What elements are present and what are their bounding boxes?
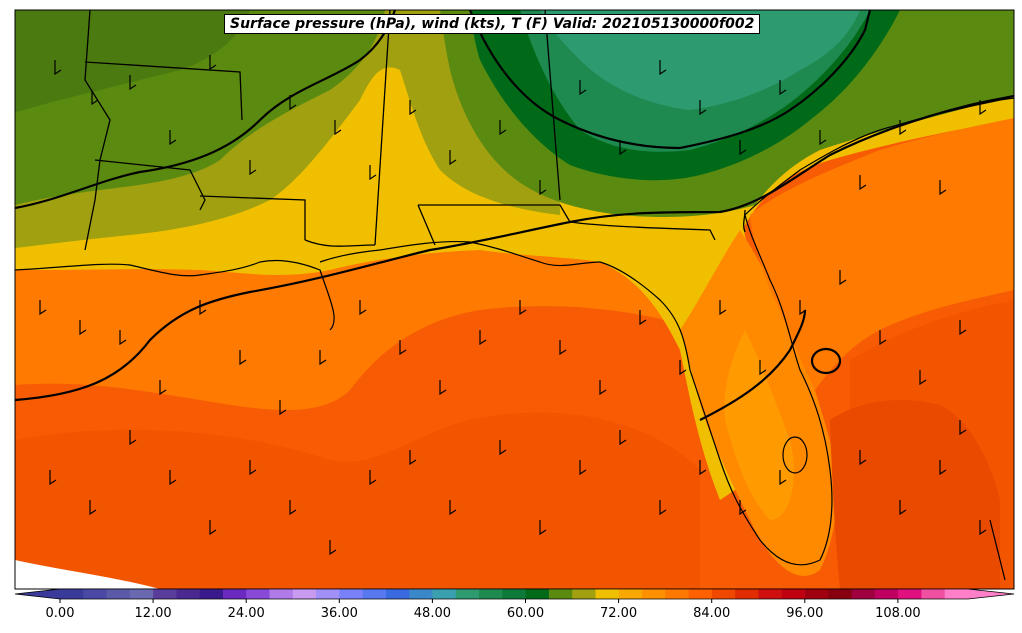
- colorbar: [14, 588, 1015, 600]
- colorbar-swatch: [595, 589, 620, 599]
- map-title: Surface pressure (hPa), wind (kts), T (F…: [224, 14, 761, 34]
- coastal-orange: [15, 249, 700, 410]
- isobars: [15, 10, 1014, 421]
- colorbar-tick-label: 96.00: [786, 606, 824, 621]
- state-borders: [84, 10, 746, 251]
- florida-interior: [724, 330, 794, 520]
- colorbar-swatch: [176, 589, 201, 599]
- colorbar-extend-low: [15, 589, 60, 599]
- colorbar-swatch: [525, 589, 550, 599]
- colorbar-swatch: [548, 589, 573, 599]
- colorbar-swatch: [339, 589, 364, 599]
- colorbar-swatch: [898, 589, 922, 599]
- colorbar-swatch: [83, 589, 108, 599]
- colorbar-swatch: [828, 589, 853, 599]
- ocean-atlantic-orange: [750, 118, 1014, 390]
- colorbar-tick-label: 0.00: [45, 606, 75, 621]
- colorbar-swatch: [246, 589, 271, 599]
- colorbar-swatch: [618, 589, 643, 599]
- colorbar-swatch: [292, 589, 317, 599]
- colorbar-swatch: [455, 589, 480, 599]
- colorbar-tick-label: 72.00: [599, 606, 638, 621]
- colorbar-swatch: [432, 589, 457, 599]
- colorbar-tick-label: 48.00: [413, 606, 451, 621]
- colorbar-tick-label: 36.00: [320, 606, 358, 621]
- colorbar-swatch: [572, 589, 596, 599]
- colorbar-swatch: [362, 589, 387, 599]
- colorbar-tick-label: 84.00: [693, 606, 731, 621]
- colorbar-swatch: [106, 589, 131, 599]
- colorbar-swatch: [944, 589, 969, 599]
- colorbar-swatch: [153, 589, 177, 599]
- colorbar-swatch: [129, 589, 154, 599]
- colorbar-swatch: [316, 589, 340, 599]
- colorbar-swatch: [60, 589, 84, 599]
- colorbar-swatch: [222, 589, 247, 599]
- missing-data-wedge: [15, 560, 160, 589]
- colorbar-swatch: [874, 589, 899, 599]
- colorbar-tick-label: 108.00: [875, 606, 921, 621]
- colorbar-tick-label: 12.00: [134, 606, 172, 621]
- colorbar-swatch: [851, 589, 876, 599]
- colorbar-swatch: [921, 589, 946, 599]
- colorbar-swatch: [758, 589, 783, 599]
- colorbar-swatch: [199, 589, 224, 599]
- ocean-warm-band: [15, 412, 700, 589]
- colorbar-swatch: [805, 589, 829, 599]
- colorbar-swatch: [665, 589, 690, 599]
- colorbar-swatch: [269, 589, 294, 599]
- colorbar-tick-label: 60.00: [506, 606, 545, 621]
- colorbar-swatch: [385, 589, 410, 599]
- ocean-atlantic-red: [830, 400, 1000, 589]
- land-darkgreen-nw: [15, 10, 250, 112]
- colorbar-swatch: [735, 589, 759, 599]
- colorbar-swatch: [711, 589, 736, 599]
- land-lightteal-ne: [540, 10, 860, 110]
- colorbar-swatch: [642, 589, 666, 599]
- colorbar-swatch: [502, 589, 527, 599]
- colorbar-tick-label: 24.00: [227, 606, 265, 621]
- colorbar-ticks: [59, 599, 899, 603]
- colorbar-swatch: [781, 589, 806, 599]
- colorbar-swatch: [479, 589, 503, 599]
- colorbar-extend-high: [968, 589, 1014, 599]
- colorbar-swatch: [688, 589, 713, 599]
- colorbar-swatch: [409, 589, 434, 599]
- wind-barbs: [39, 55, 987, 556]
